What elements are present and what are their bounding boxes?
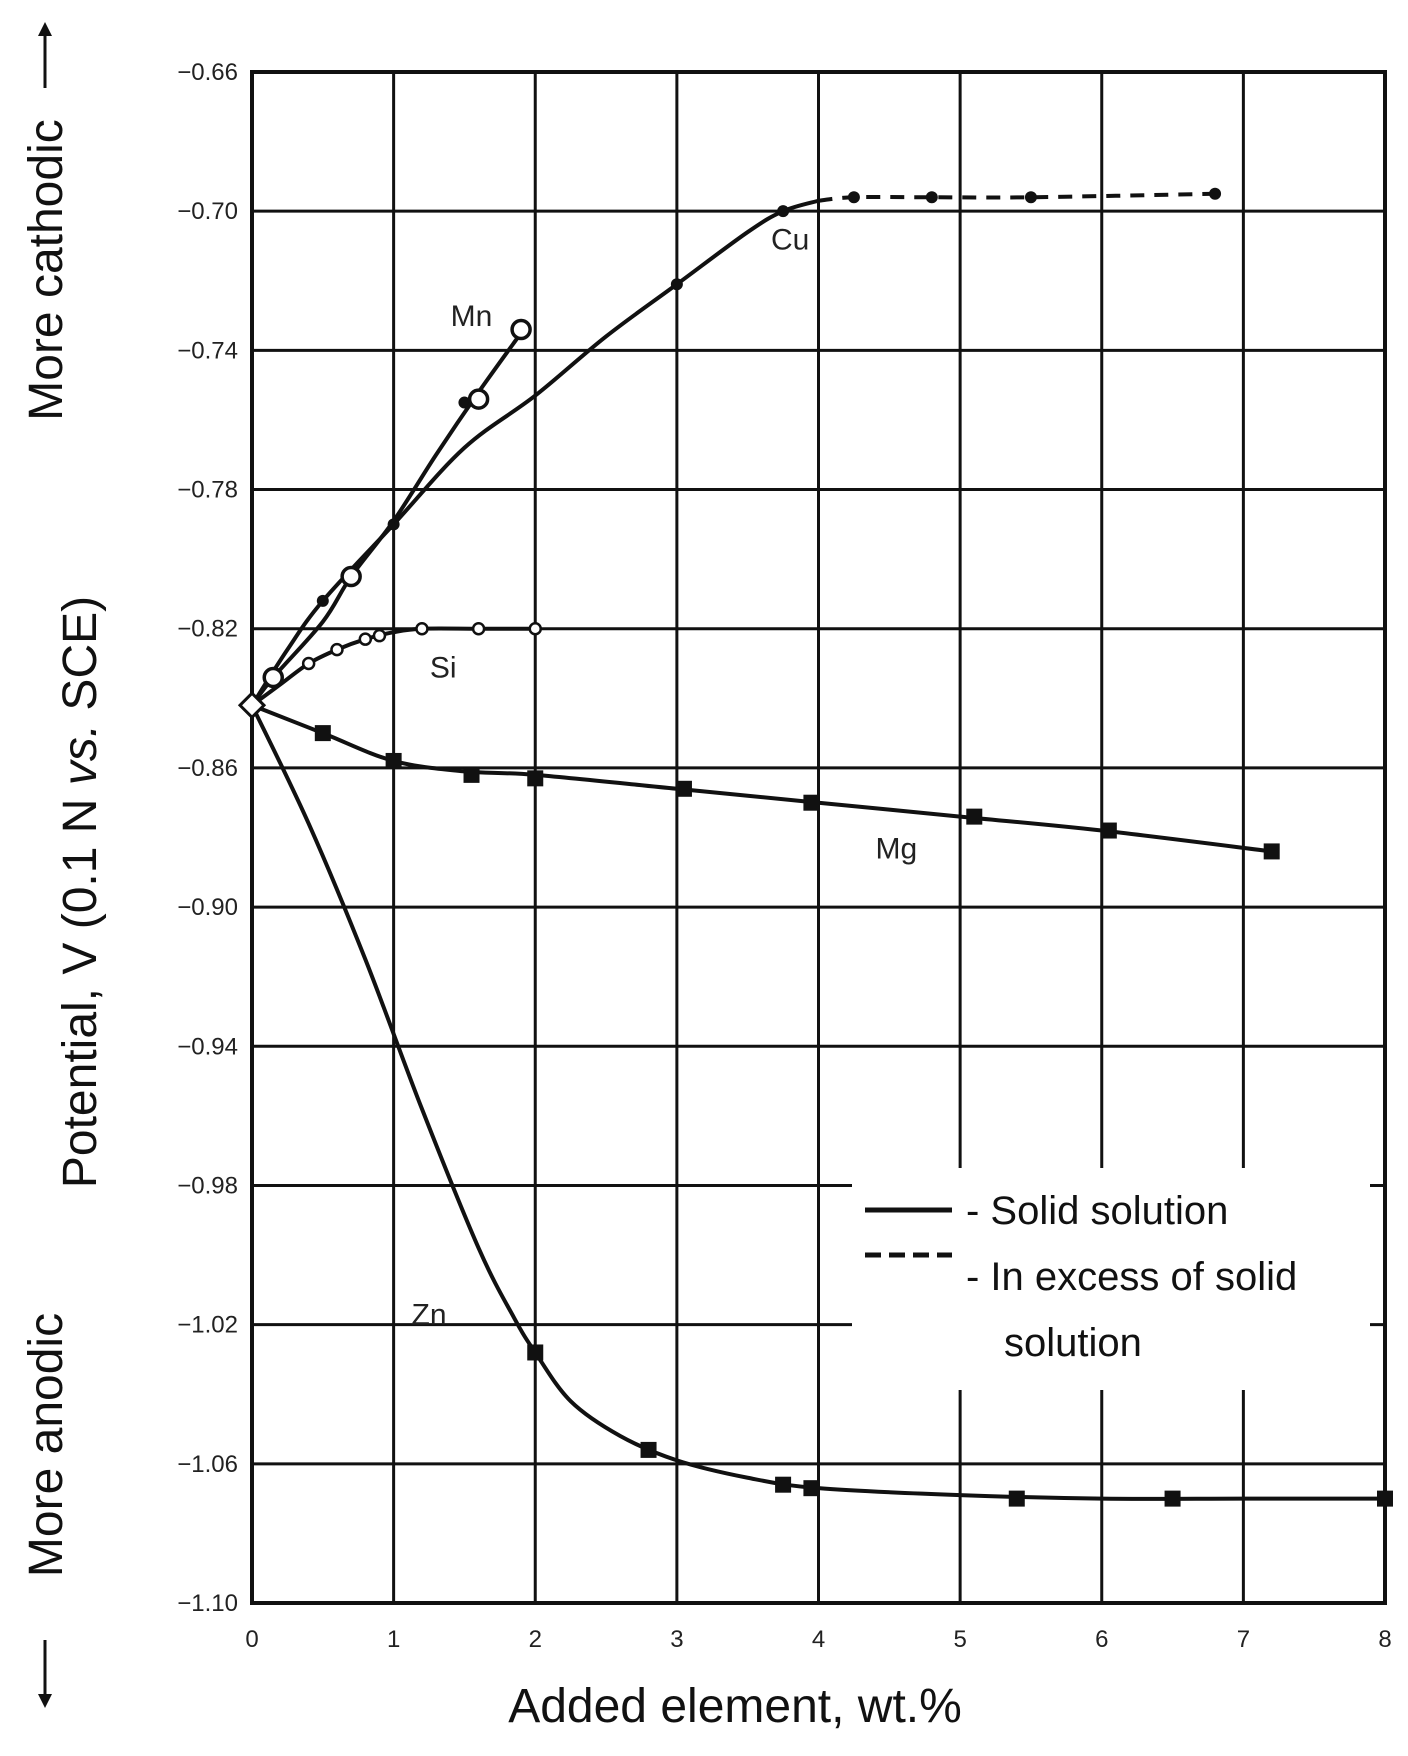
x-tick-label: 4 bbox=[812, 1626, 825, 1653]
x-tick-label: 8 bbox=[1378, 1626, 1391, 1653]
y-tick-label: −0.66 bbox=[177, 59, 238, 86]
data-point-mn bbox=[262, 666, 284, 689]
y-axis-title-part1: Potential, V (0.1 N bbox=[54, 785, 107, 1188]
x-tick-label: 1 bbox=[387, 1626, 400, 1653]
data-point-mg bbox=[966, 808, 983, 825]
data-point-mg bbox=[463, 766, 480, 783]
series-line-excess-cu bbox=[818, 191, 1216, 203]
tick-labels: 0 1 2 3 4 5 6 7 8 −0.66 −0.70 −0.74 −0.78 −0.82 −0.86 −… bbox=[177, 59, 1391, 1653]
more-cathodic-indicator: More cathodic bbox=[20, 22, 73, 421]
series-label: Mg bbox=[876, 832, 918, 865]
data-point-si bbox=[372, 628, 387, 643]
data-point-mg bbox=[385, 752, 402, 769]
legend-excess-text-line2: solution bbox=[1004, 1321, 1142, 1365]
data-point-zn bbox=[1164, 1490, 1181, 1507]
data-point-mg bbox=[803, 794, 820, 811]
y-axis-title: Potential, V (0.1 N vs. SCE) bbox=[54, 596, 107, 1188]
up-arrow-icon bbox=[38, 22, 52, 36]
data-point-mn bbox=[467, 388, 490, 410]
series-line-cu bbox=[250, 198, 821, 708]
y-tick-label: −0.94 bbox=[177, 1033, 238, 1060]
data-point-cu bbox=[925, 191, 938, 204]
y-tick-label: −0.78 bbox=[177, 477, 238, 504]
series bbox=[237, 187, 1393, 1507]
series-mn bbox=[250, 318, 532, 708]
legend-solid-text: - Solid solution bbox=[966, 1189, 1228, 1233]
series-labels: Cu Mn Si Mg Zn bbox=[412, 223, 918, 1331]
data-point-mg bbox=[527, 770, 544, 787]
y-tick-label: −1.06 bbox=[177, 1451, 238, 1478]
x-tick-label: 2 bbox=[529, 1626, 542, 1653]
y-tick-label: −1.02 bbox=[177, 1312, 238, 1339]
data-point-si bbox=[330, 642, 344, 657]
series-label: Si bbox=[430, 651, 457, 684]
legend-box bbox=[852, 1168, 1370, 1390]
data-point-si bbox=[471, 621, 486, 636]
series-si bbox=[250, 621, 542, 708]
data-point-mn bbox=[510, 318, 532, 341]
data-point-zn bbox=[1008, 1490, 1025, 1507]
data-point-mn bbox=[340, 565, 362, 588]
data-point-si bbox=[415, 621, 429, 636]
y-tick-label: −0.70 bbox=[177, 198, 238, 225]
y-tick-label: −0.90 bbox=[177, 894, 238, 921]
data-point-cu bbox=[777, 205, 790, 218]
data-point-mg bbox=[314, 725, 331, 742]
plot-frame bbox=[250, 70, 1387, 1605]
series-line-mg bbox=[250, 703, 1274, 854]
data-point-si bbox=[528, 621, 542, 636]
data-point-zn bbox=[640, 1441, 657, 1458]
x-tick-label: 0 bbox=[245, 1626, 258, 1653]
data-point-cu bbox=[847, 191, 860, 204]
series-line-zn bbox=[250, 703, 1387, 1501]
data-point-zn bbox=[775, 1476, 792, 1493]
x-axis-title: Added element, wt.% bbox=[508, 1680, 962, 1733]
y-tick-label: −0.86 bbox=[177, 755, 238, 782]
more-anodic-indicator: More anodic bbox=[20, 1313, 73, 1708]
data-point-cu bbox=[1024, 191, 1037, 204]
y-tick-label: −0.74 bbox=[177, 337, 238, 364]
series-label: Cu bbox=[771, 223, 809, 256]
down-arrow-icon bbox=[38, 1694, 52, 1708]
legend: - Solid solution - In excess of solid so… bbox=[852, 1168, 1370, 1390]
data-point-mg bbox=[675, 780, 692, 797]
y-tick-label: −1.10 bbox=[177, 1590, 238, 1617]
data-point-si bbox=[301, 656, 316, 671]
y-axis-title-italic: vs. bbox=[54, 724, 107, 785]
series-zn bbox=[250, 703, 1393, 1507]
more-cathodic-label: More cathodic bbox=[20, 119, 73, 420]
series-mg bbox=[250, 703, 1280, 860]
data-point-zn bbox=[1377, 1490, 1393, 1507]
data-point-cu bbox=[1209, 187, 1222, 200]
x-tick-label: 5 bbox=[953, 1626, 966, 1653]
data-point-si bbox=[358, 632, 373, 646]
more-anodic-label: More anodic bbox=[20, 1313, 73, 1577]
origin-point bbox=[237, 691, 267, 720]
legend-excess-text: - In excess of solid bbox=[966, 1255, 1297, 1299]
y-axis-title-part2: SCE) bbox=[54, 596, 107, 724]
x-tick-label: 6 bbox=[1095, 1626, 1108, 1653]
data-point-mg bbox=[1100, 822, 1117, 839]
data-point-zn bbox=[527, 1344, 544, 1361]
y-tick-label: −0.82 bbox=[177, 616, 238, 643]
x-tick-label: 7 bbox=[1237, 1626, 1250, 1653]
x-tick-label: 3 bbox=[670, 1626, 683, 1653]
grid bbox=[250, 70, 1387, 1605]
data-point-cu bbox=[316, 594, 329, 607]
series-label: Mn bbox=[451, 300, 493, 333]
y-tick-label: −0.98 bbox=[177, 1172, 238, 1199]
data-point-cu bbox=[670, 278, 683, 291]
data-point-mg bbox=[1263, 843, 1280, 860]
data-point-zn bbox=[803, 1480, 820, 1497]
series-label: Zn bbox=[412, 1299, 447, 1332]
